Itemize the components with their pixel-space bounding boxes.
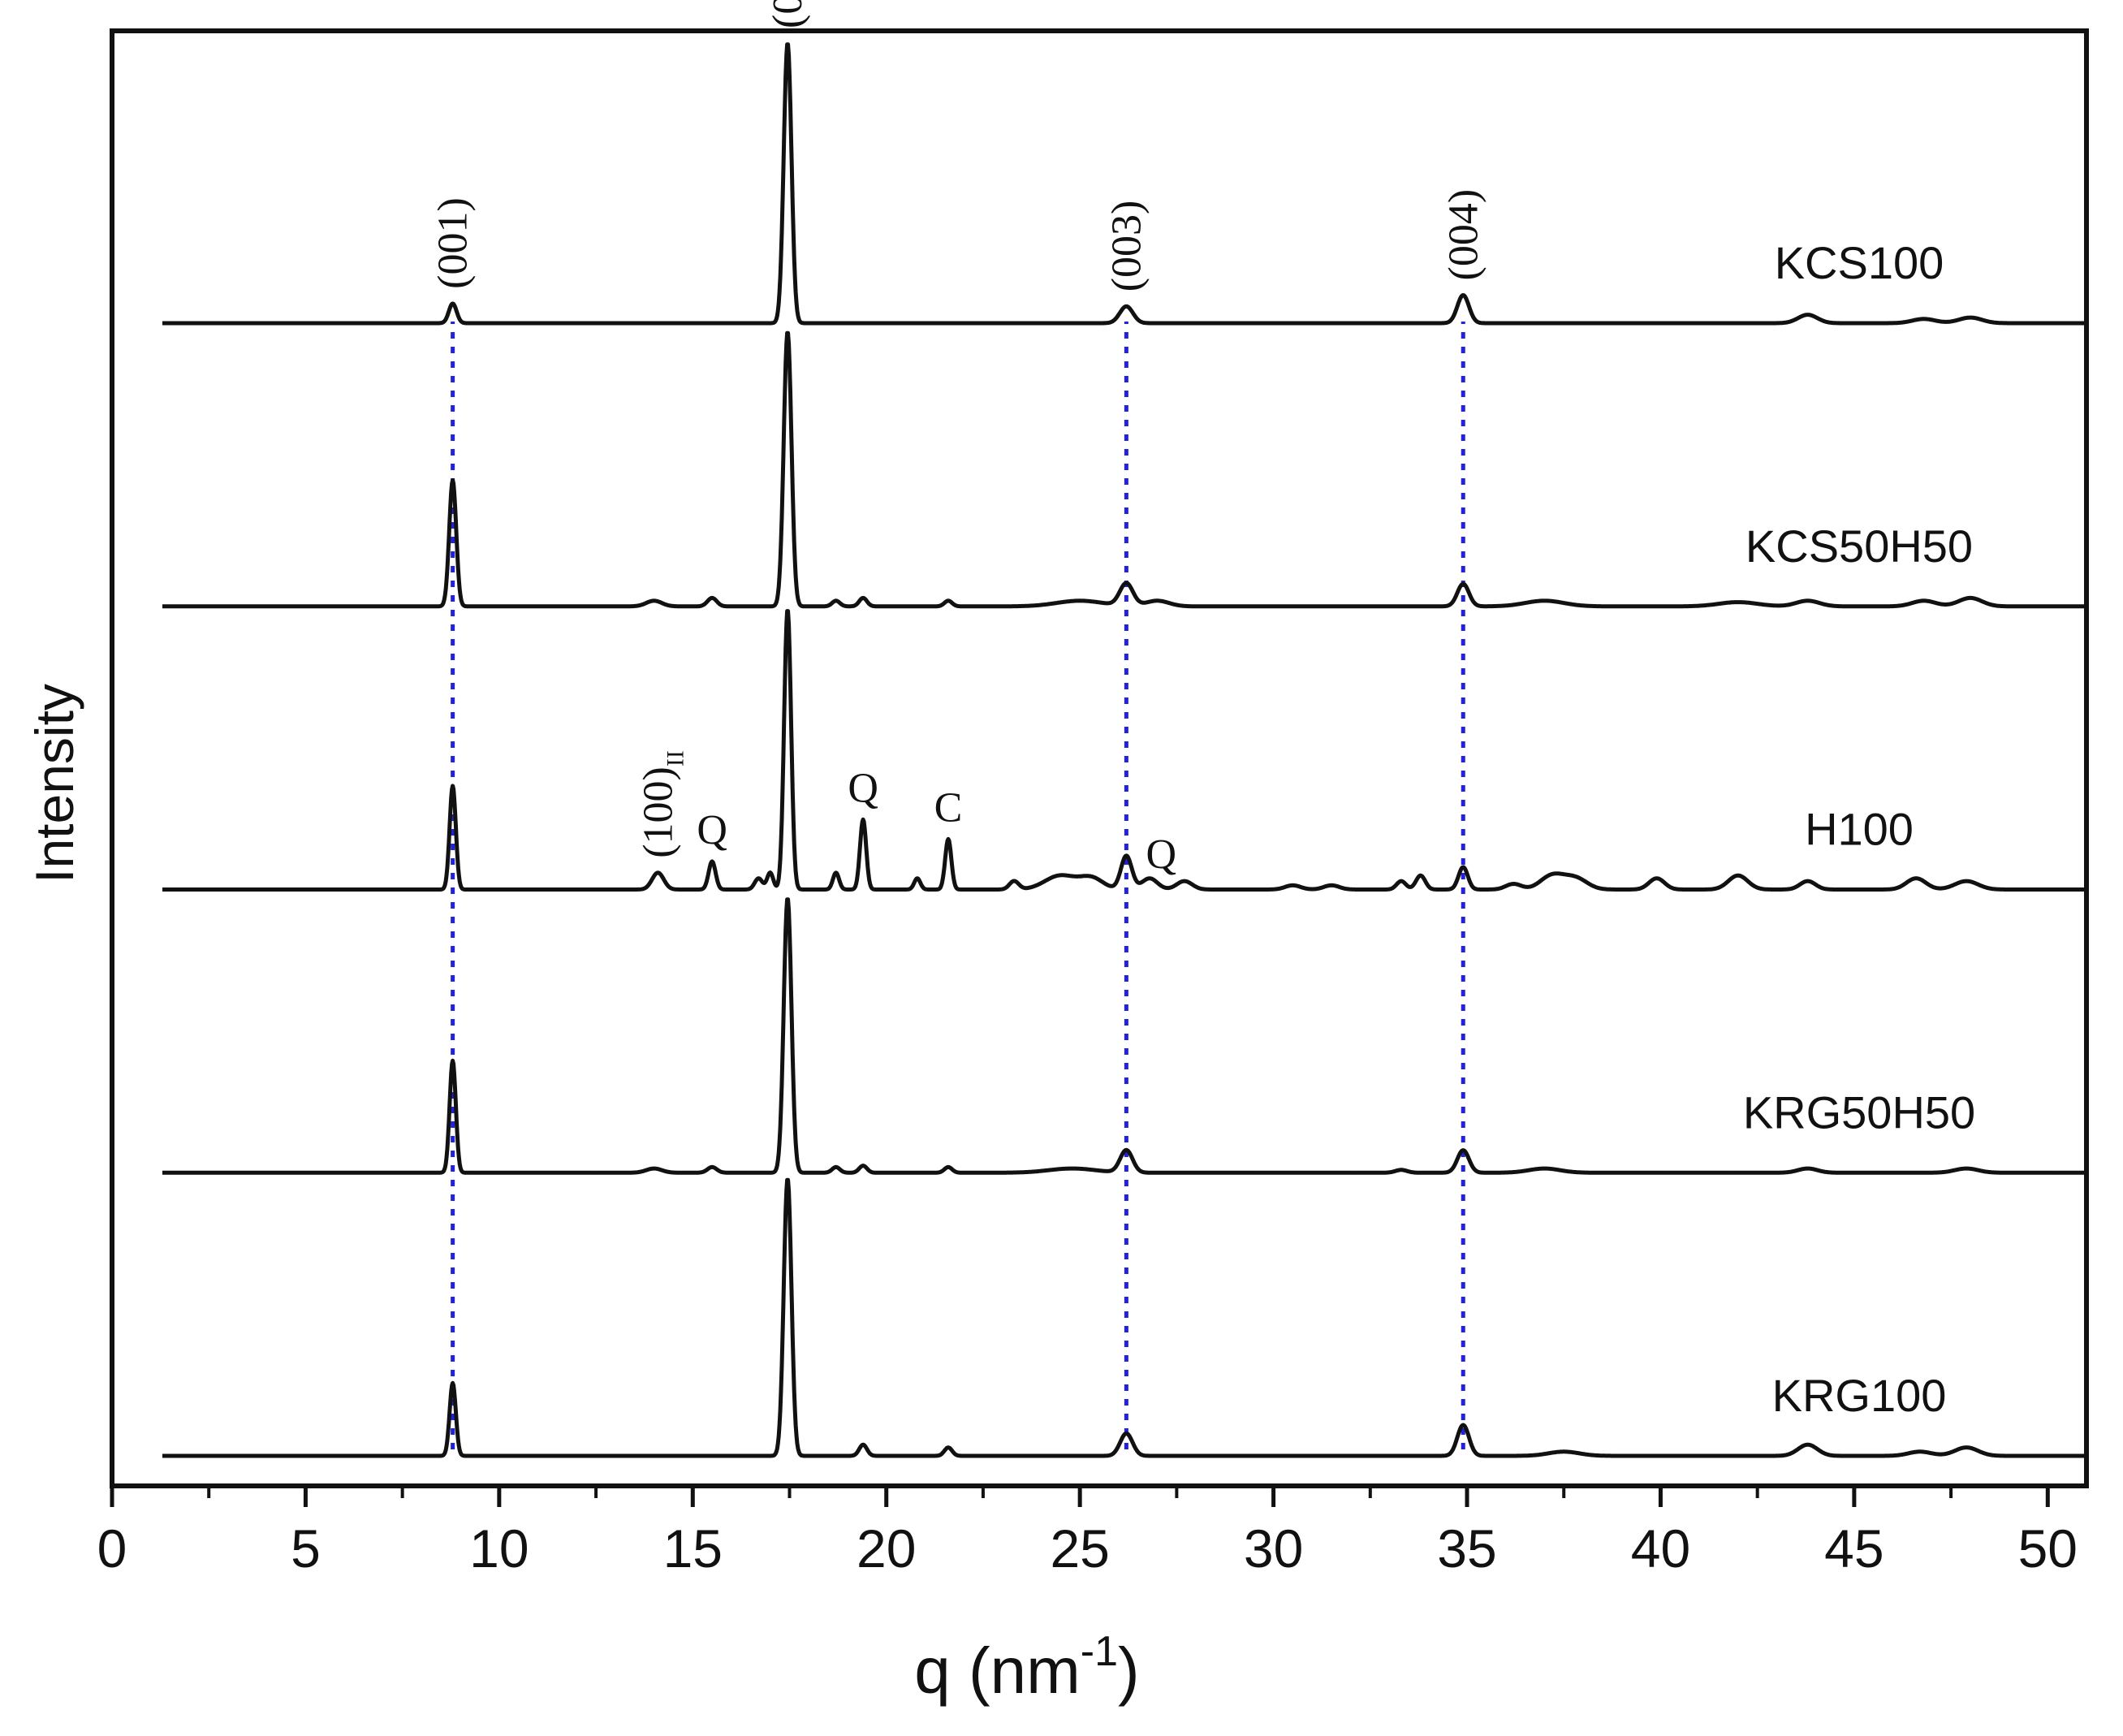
trace-h100 — [161, 609, 2088, 892]
series-labels: KCS100 KCS50H50 H100 KRG50H50 KRG100 — [1743, 237, 1975, 1421]
series-label-kcs100: KCS100 — [1775, 237, 1944, 288]
x-axis-title-close: ) — [1118, 1635, 1140, 1707]
peak-label-6: Q — [697, 807, 727, 853]
x-tick-label-10: 10 — [469, 1518, 529, 1578]
y-axis-title: Intensity — [24, 684, 84, 883]
x-tick-label-30: 30 — [1244, 1518, 1303, 1578]
x-axis-title: q (nm-1) — [914, 1628, 1139, 1707]
x-tick-label-20: 20 — [857, 1518, 916, 1578]
peak-label-5: (100)II — [635, 750, 688, 858]
x-tick-label-25: 25 — [1050, 1518, 1109, 1578]
x-tick-label-40: 40 — [1631, 1518, 1690, 1578]
series-traces — [161, 42, 2088, 1458]
peak-label-9: Q — [1146, 831, 1177, 878]
x-tick-label-50: 50 — [2018, 1518, 2078, 1578]
series-label-krg50h50: KRG50H50 — [1743, 1086, 1975, 1138]
x-tick-label-35: 35 — [1437, 1518, 1496, 1578]
peak-label-8: C — [934, 784, 963, 831]
plot-frame — [110, 28, 2089, 1488]
series-label-krg100: KRG100 — [1772, 1370, 1947, 1421]
trace-kcs100 — [161, 42, 2088, 326]
trace-krg50h50 — [161, 897, 2088, 1175]
x-axis-title-sup: -1 — [1081, 1628, 1118, 1675]
x-axis: 0 5 10 15 20 25 30 35 40 45 50 — [97, 1486, 2078, 1578]
series-label-kcs50h50: KCS50H50 — [1745, 520, 1973, 572]
peak-label-7: Q — [848, 765, 878, 811]
reference-lines — [451, 322, 1465, 1449]
trace-kcs50h50 — [161, 330, 2088, 609]
peak-label-1: (001) — [430, 197, 477, 289]
peak-label-4: (004) — [1440, 189, 1487, 281]
series-label-h100: H100 — [1805, 804, 1914, 855]
peak-label-3: (003) — [1103, 201, 1150, 292]
peak-label-2: (002) — [765, 0, 811, 28]
x-tick-label-0: 0 — [97, 1518, 127, 1578]
x-tick-label-5: 5 — [291, 1518, 321, 1578]
x-tick-label-45: 45 — [1824, 1518, 1884, 1578]
x-tick-label-15: 15 — [663, 1518, 723, 1578]
trace-krg100 — [161, 1177, 2088, 1458]
x-axis-title-main: q (nm — [914, 1635, 1081, 1707]
